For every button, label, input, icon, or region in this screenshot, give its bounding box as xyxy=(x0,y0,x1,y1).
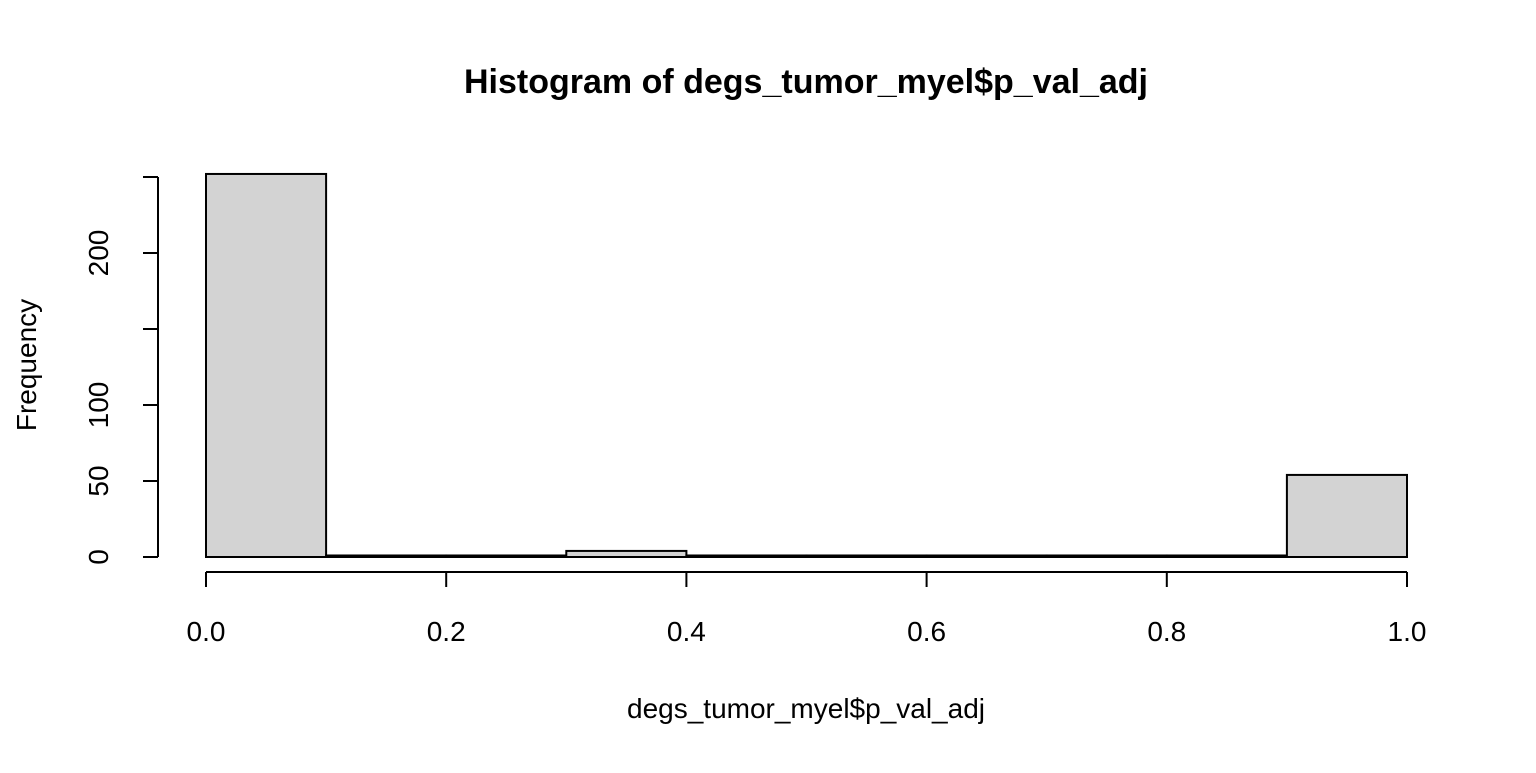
histogram-bar xyxy=(205,172,328,559)
x-tick-label: 0.4 xyxy=(667,616,706,647)
x-tick-label: 0.6 xyxy=(907,616,946,647)
x-tick-label: 0.8 xyxy=(1147,616,1186,647)
histogram-bar xyxy=(1045,554,1168,558)
histogram-bar xyxy=(1165,554,1288,558)
x-tick-label: 0.2 xyxy=(427,616,466,647)
histogram-bar xyxy=(805,554,928,558)
y-tick-label: 200 xyxy=(83,230,114,277)
y-tick-label: 0 xyxy=(83,549,114,565)
y-axis: 0 50 100 200 xyxy=(83,176,159,565)
bars-layer xyxy=(205,172,1409,559)
y-tick-label: 50 xyxy=(83,465,114,496)
chart-title: Histogram of degs_tumor_myel$p_val_adj xyxy=(464,63,1148,101)
histogram-bar xyxy=(445,554,568,558)
x-tick-label: 1.0 xyxy=(1388,616,1427,647)
y-tick-label: 100 xyxy=(83,382,114,429)
histogram-bar xyxy=(325,554,448,558)
histogram-bar xyxy=(565,549,688,558)
x-axis: 0.0 0.2 0.4 0.6 0.8 1.0 xyxy=(187,571,1427,647)
y-axis-label: Frequency xyxy=(11,299,42,431)
histogram-bar xyxy=(685,554,808,558)
histogram-bar xyxy=(1285,473,1409,559)
histogram-bar xyxy=(925,554,1048,558)
x-tick-label: 0.0 xyxy=(187,616,226,647)
x-axis-label: degs_tumor_myel$p_val_adj xyxy=(627,693,985,724)
